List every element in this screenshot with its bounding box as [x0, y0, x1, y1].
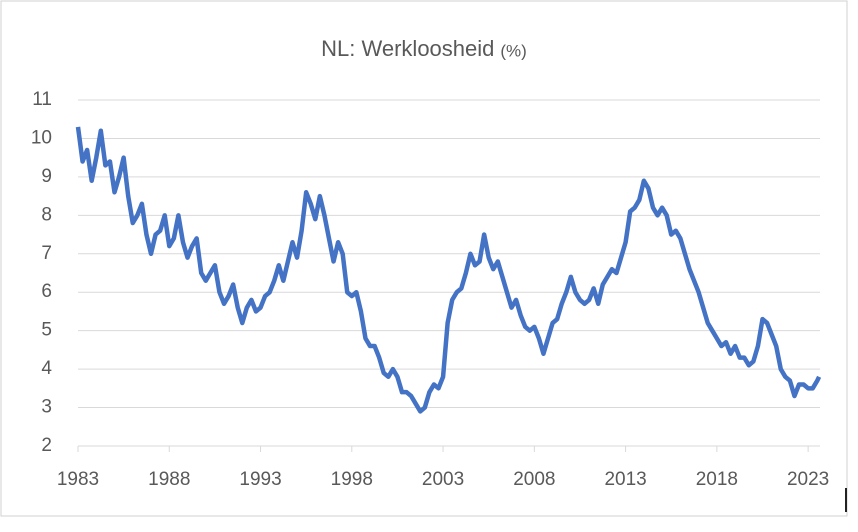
x-tick-label: 1993 — [239, 469, 281, 490]
y-tick-label: 9 — [41, 166, 52, 187]
x-tick-label: 2018 — [696, 469, 738, 490]
chart-title: NL: Werkloosheid — [321, 36, 494, 61]
y-tick-label: 10 — [31, 127, 52, 148]
y-tick-label: 5 — [41, 320, 52, 341]
x-tick-label: 2003 — [422, 469, 464, 490]
x-tick-label: 2013 — [604, 469, 646, 490]
x-tick-label: 2023 — [787, 469, 829, 490]
x-tick-label: 1988 — [148, 469, 190, 490]
chart-title-unit: (%) — [500, 41, 526, 60]
y-tick-label: 4 — [41, 358, 52, 379]
x-tick-label: 2008 — [513, 469, 555, 490]
y-tick-label: 11 — [32, 89, 52, 110]
x-tick-label: 1983 — [57, 469, 99, 490]
x-tick-label: 1998 — [331, 469, 373, 490]
y-tick-label: 6 — [41, 281, 52, 302]
y-tick-label: 8 — [41, 204, 52, 225]
chart-frame — [0, 0, 848, 517]
y-tick-label: 3 — [41, 397, 52, 418]
y-tick-label: 7 — [41, 243, 52, 264]
data-line — [75, 126, 822, 414]
y-tick-label: 2 — [41, 435, 52, 456]
